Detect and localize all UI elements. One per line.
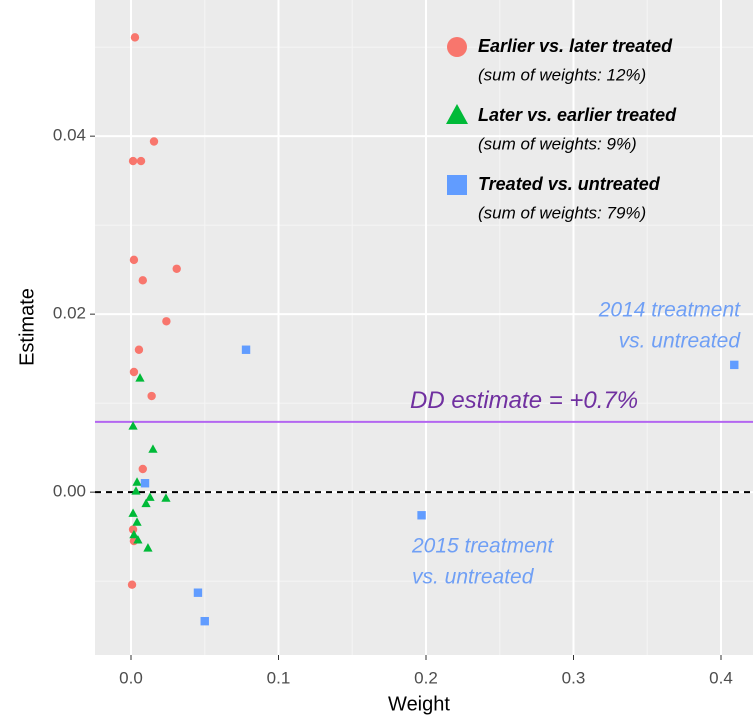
legend-sublabel: (sum of weights: 79%) (478, 203, 646, 222)
y-tick-label: 0.02 (53, 304, 86, 323)
point (141, 498, 151, 508)
point (136, 156, 146, 166)
point (128, 525, 138, 534)
annotation: vs. untreated (619, 330, 742, 353)
legend-sublabel: (sum of weights: 9%) (478, 134, 637, 153)
legend-label: Later vs. earlier treated (478, 105, 677, 125)
point (140, 479, 150, 488)
point (172, 264, 181, 273)
point (241, 345, 251, 354)
x-tick-label: 0.3 (562, 668, 586, 687)
point (149, 137, 159, 146)
point (147, 391, 156, 401)
x-tick-label: 0.2 (414, 668, 438, 687)
point (129, 529, 139, 539)
annotation: 2014 treatment (598, 299, 741, 322)
point (162, 317, 171, 326)
legend-marker (447, 175, 467, 195)
point (193, 588, 203, 597)
point (135, 373, 145, 382)
point (138, 464, 147, 474)
point (128, 508, 138, 517)
point (128, 421, 138, 430)
annotation: vs. untreated (412, 566, 535, 589)
legend-sublabel: (sum of weights: 12%) (478, 65, 646, 84)
point (143, 543, 153, 552)
x-tick-label: 0.4 (709, 668, 733, 687)
legend-marker (447, 37, 467, 57)
point (132, 477, 142, 486)
x-tick-label: 0.1 (267, 668, 291, 687)
point (417, 511, 426, 520)
point (129, 367, 139, 377)
annotation: 2015 treatment (411, 535, 554, 558)
point (134, 345, 144, 354)
reference-label: DD estimate = +0.7% (410, 387, 638, 414)
legend-label: Earlier vs. later treated (478, 36, 673, 56)
point (128, 156, 138, 166)
legend-marker (446, 104, 468, 124)
point (133, 535, 143, 544)
y-tick-label: 0.04 (53, 126, 86, 145)
point (138, 276, 147, 285)
y-tick-label: 0.00 (53, 482, 86, 501)
x-axis-title: Weight (388, 693, 450, 715)
point (131, 486, 141, 495)
point (130, 33, 140, 42)
point (132, 517, 142, 526)
x-tick-label: 0.0 (119, 668, 143, 687)
point (200, 616, 209, 626)
point (730, 360, 739, 370)
point (145, 492, 155, 501)
point (127, 580, 137, 589)
point (148, 444, 158, 453)
point (129, 255, 139, 265)
legend-label: Treated vs. untreated (478, 174, 661, 194)
y-axis-title: Estimate (16, 288, 38, 366)
point (161, 493, 171, 502)
